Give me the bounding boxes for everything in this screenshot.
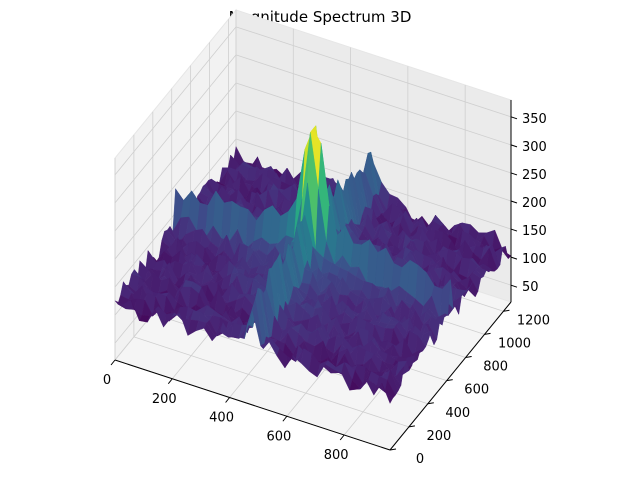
grid-z-back — [235, 26, 512, 118]
x-tick-label: 0 — [103, 373, 111, 388]
grid-z-back — [235, 110, 512, 202]
x-tick-mark — [167, 378, 173, 385]
x-tick-label: 600 — [266, 429, 291, 444]
z-tick-mark — [510, 284, 518, 288]
y-tick-label: 1200 — [517, 313, 550, 328]
x-tick-mark — [110, 359, 116, 366]
grid-z-left — [114, 82, 237, 232]
z-tick-mark — [510, 116, 518, 120]
grid-y-floor — [133, 336, 410, 428]
y-tick-label: 400 — [445, 406, 470, 421]
y-tick-mark — [503, 309, 510, 312]
y-tick-label: 0 — [416, 452, 424, 467]
y-tick-mark — [427, 402, 434, 405]
chart-title: Magnitude Spectrum 3D — [229, 8, 412, 26]
x-tick-mark — [225, 397, 230, 403]
x-axis-ticks: 0 200 400 600 800 — [103, 359, 349, 463]
x-tick-mark — [282, 415, 288, 422]
z-tick-label: 350 — [522, 112, 547, 127]
y-tick-label: 800 — [483, 360, 508, 375]
z-tick-mark — [510, 228, 518, 232]
magnitude-surface — [114, 124, 512, 404]
grid-z-back — [235, 54, 512, 146]
y-tick-mark — [465, 356, 472, 358]
z-tick-label: 100 — [522, 252, 547, 267]
z-tick-label: 200 — [522, 196, 547, 211]
z-tick-mark — [510, 256, 518, 260]
grid-z-left — [114, 26, 237, 176]
y-tick-mark — [389, 448, 397, 451]
y-tick-mark — [446, 379, 453, 382]
y-tick-label: 200 — [426, 429, 451, 444]
z-tick-label: 300 — [522, 140, 547, 155]
y-tick-label: 600 — [464, 383, 489, 398]
x-tick-mark — [339, 434, 345, 441]
z-tick-mark — [510, 172, 518, 176]
z-tick-mark — [510, 144, 518, 148]
y-axis-line — [389, 301, 512, 451]
x-tick-label: 400 — [209, 411, 234, 426]
z-axis-ticks: 50 100 150 200 250 300 350 — [510, 112, 547, 295]
y-tick-mark — [408, 425, 415, 428]
surface-patch — [381, 383, 394, 404]
z-tick-label: 150 — [522, 224, 547, 239]
grid-z-left — [114, 110, 237, 260]
z-tick-label: 250 — [522, 168, 547, 183]
y-tick-mark — [484, 332, 491, 335]
x-tick-label: 200 — [152, 392, 177, 407]
grid-z-left — [114, 54, 237, 204]
z-tick-label: 50 — [522, 280, 539, 295]
y-tick-label: 1000 — [498, 336, 531, 351]
x-tick-label: 800 — [324, 448, 349, 463]
grid-z-back — [235, 82, 512, 174]
z-tick-mark — [510, 200, 518, 204]
